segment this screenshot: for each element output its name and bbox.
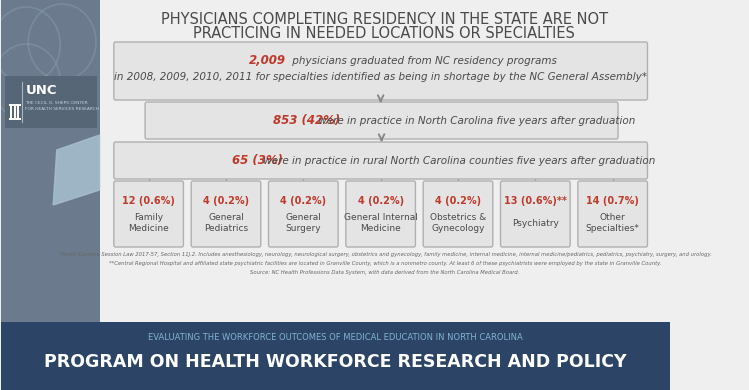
Bar	[1, 0, 100, 390]
FancyBboxPatch shape	[269, 181, 338, 247]
Text: 4 (0.2%): 4 (0.2%)	[280, 196, 327, 206]
Text: 4 (0.2%): 4 (0.2%)	[435, 196, 481, 206]
Text: 13 (0.6%)**: 13 (0.6%)**	[504, 196, 567, 206]
Text: PROGRAM ON HEALTH WORKFORCE RESEARCH AND POLICY: PROGRAM ON HEALTH WORKFORCE RESEARCH AND…	[44, 353, 626, 371]
FancyBboxPatch shape	[423, 181, 493, 247]
FancyBboxPatch shape	[114, 181, 184, 247]
FancyBboxPatch shape	[578, 181, 647, 247]
Text: PHYSICIANS COMPLETING RESIDENCY IN THE STATE ARE NOT: PHYSICIANS COMPLETING RESIDENCY IN THE S…	[161, 12, 607, 28]
Bar	[5, 76, 97, 128]
Text: General Internal
Medicine: General Internal Medicine	[344, 213, 418, 233]
Bar	[1, 322, 670, 390]
Text: Other
Specialties*: Other Specialties*	[586, 213, 640, 233]
Text: *North Carolina Session Law 2017-57, Section 11J.2. Includes anesthesiology, neu: *North Carolina Session Law 2017-57, Sec…	[58, 252, 712, 257]
Text: 4 (0.2%): 4 (0.2%)	[357, 196, 404, 206]
Text: General
Pediatrics: General Pediatrics	[204, 213, 248, 233]
Text: **Central Regional Hospital and affiliated state psychiatric facilities are loca: **Central Regional Hospital and affiliat…	[109, 261, 661, 266]
FancyBboxPatch shape	[114, 42, 647, 100]
Text: were in practice in rural North Carolina counties five years after graduation: were in practice in rural North Carolina…	[260, 156, 655, 165]
Text: physicians graduated from NC residency programs: physicians graduated from NC residency p…	[289, 56, 557, 66]
Text: FOR HEALTH SERVICES RESEARCH: FOR HEALTH SERVICES RESEARCH	[25, 107, 100, 111]
Bar	[14, 106, 16, 118]
Bar	[10, 118, 21, 120]
Text: Obstetrics &
Gynecology: Obstetrics & Gynecology	[430, 213, 486, 233]
Text: 14 (0.7%): 14 (0.7%)	[586, 196, 639, 206]
Text: THE CECIL G. SHEPS CENTER: THE CECIL G. SHEPS CENTER	[25, 101, 88, 105]
Bar	[10, 106, 12, 118]
Text: 2,009: 2,009	[249, 55, 285, 67]
Text: Family
Medicine: Family Medicine	[128, 213, 169, 233]
Text: 65 (3%): 65 (3%)	[231, 154, 282, 167]
FancyBboxPatch shape	[500, 181, 570, 247]
FancyBboxPatch shape	[346, 181, 416, 247]
Text: in 2008, 2009, 2010, 2011 for specialties identified as being in shortage by the: in 2008, 2009, 2010, 2011 for specialtie…	[114, 72, 647, 82]
FancyBboxPatch shape	[145, 102, 618, 139]
FancyBboxPatch shape	[191, 181, 261, 247]
Text: EVALUATING THE WORKFORCE OUTCOMES OF MEDICAL EDUCATION IN NORTH CAROLINA: EVALUATING THE WORKFORCE OUTCOMES OF MED…	[148, 333, 523, 342]
Text: 12 (0.6%): 12 (0.6%)	[122, 196, 175, 206]
Polygon shape	[53, 135, 100, 205]
Text: PRACTICING IN NEEDED LOCATIONS OR SPECIALTIES: PRACTICING IN NEEDED LOCATIONS OR SPECIA…	[193, 27, 575, 41]
Bar	[17, 106, 19, 118]
Text: Psychiatry: Psychiatry	[512, 218, 559, 227]
FancyBboxPatch shape	[114, 142, 647, 179]
Text: Source: NC Health Professions Data System, with data derived from the North Caro: Source: NC Health Professions Data Syste…	[250, 270, 520, 275]
Text: 4 (0.2%): 4 (0.2%)	[203, 196, 249, 206]
Text: were in practice in North Carolina five years after graduation: were in practice in North Carolina five …	[315, 115, 635, 126]
Text: General
Surgery: General Surgery	[285, 213, 321, 233]
Text: 853 (42%): 853 (42%)	[273, 114, 340, 127]
Bar	[10, 104, 21, 106]
Text: UNC: UNC	[25, 85, 57, 98]
